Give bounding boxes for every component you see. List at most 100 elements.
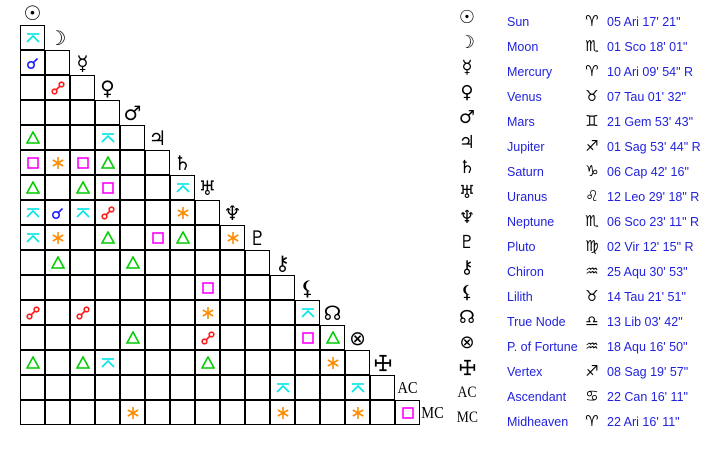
aspect-cell-lilith-pluto [245, 275, 270, 300]
aspect-cell-lilith-neptune [220, 275, 245, 300]
aspect-cell-jupiter-mercury [70, 125, 95, 150]
aspect-cell-pluto-sun [20, 225, 45, 250]
aspect-cell-chiron-uranus [195, 250, 220, 275]
aspect-cell-mars-venus [95, 100, 120, 125]
planet-row-chiron: ⚷ Chiron ♒ 25 Aqu 30' 53" [450, 255, 705, 281]
aspect-cell-pluto-mars [120, 225, 145, 250]
aspect-cell-midheaven-sun [20, 400, 45, 425]
venus-icon: ♀ [100, 75, 115, 100]
aspect-cell-vertex-lilith [295, 350, 320, 375]
zodiac-sign-icon: ♏ [585, 212, 599, 230]
aspect-cell-midheaven-p-of-fortune [345, 400, 370, 425]
planet-position: 14 Tau 21' 51" [607, 290, 686, 304]
planet-position: 18 Aqu 16' 50" [607, 340, 688, 354]
aspect-cell-saturn-mars [120, 150, 145, 175]
aspect-cell-chiron-jupiter [145, 250, 170, 275]
aspect-cell-true-node-saturn [170, 300, 195, 325]
aspect-cell-lilith-uranus [195, 275, 220, 300]
planet-name: Ascendant [507, 390, 567, 404]
aspect-cell-vertex-moon [45, 350, 70, 375]
aspect-cell-midheaven-mars [120, 400, 145, 425]
venus-icon: ♀ [460, 82, 474, 103]
aspect-cell-mercury-moon [45, 50, 70, 75]
aspect-cell-jupiter-mars [120, 125, 145, 150]
aspect-cell-chiron-mars [120, 250, 145, 275]
aspect-cell-ascendant-lilith [295, 375, 320, 400]
aspect-cell-p-of-fortune-lilith [295, 325, 320, 350]
zodiac-sign-icon: ♐ [585, 137, 599, 155]
aspect-cell-chiron-pluto [245, 250, 270, 275]
aspect-cell-midheaven-uranus [195, 400, 220, 425]
aspect-cell-vertex-saturn [170, 350, 195, 375]
mercury-icon: ☿ [76, 50, 89, 75]
planet-position: 05 Ari 17' 21" [607, 15, 681, 29]
planet-position: 12 Leo 29' 18" R [607, 190, 700, 204]
planet-row-p-of-fortune: ⊗ P. of Fortune ♒ 18 Aqu 16' 50" [450, 330, 705, 356]
zodiac-sign-icon: ♈ [585, 412, 599, 430]
aspect-cell-vertex-neptune [220, 350, 245, 375]
planet-name: P. of Fortune [507, 340, 578, 354]
aspect-cell-true-node-chiron [270, 300, 295, 325]
planet-row-jupiter: ♃ Jupiter ♐ 01 Sag 53' 44" R [450, 130, 705, 156]
aspect-cell-ascendant-true-node [320, 375, 345, 400]
aspect-cell-ascendant-mars [120, 375, 145, 400]
jupiter-icon: ♃ [148, 125, 167, 150]
aspect-cell-lilith-venus [95, 275, 120, 300]
aspect-cell-p-of-fortune-moon [45, 325, 70, 350]
planet-name: Vertex [507, 365, 543, 379]
pluto-icon: ♇ [458, 232, 476, 253]
aspect-cell-p-of-fortune-sun [20, 325, 45, 350]
aspect-cell-lilith-mercury [70, 275, 95, 300]
aspect-cell-true-node-uranus [195, 300, 220, 325]
zodiac-sign-icon: ♈ [585, 12, 599, 30]
planet-position: 07 Tau 01' 32" [607, 90, 686, 104]
aspect-cell-vertex-sun [20, 350, 45, 375]
aspect-cell-chiron-saturn [170, 250, 195, 275]
aspect-grid: ☉ ☽ ☿ ♀ ♂ ♃ ♄ ♅ ♆ ♇ ⚷ ⚸ ☊ ⊗ AC MC [20, 1, 444, 425]
planet-name: Moon [507, 40, 539, 54]
vertex-icon [370, 350, 395, 375]
aspect-cell-pluto-venus [95, 225, 120, 250]
planet-position: 21 Gem 53' 43" [607, 115, 694, 129]
aspect-cell-mars-sun [20, 100, 45, 125]
p-of-fortune-icon: ⊗ [349, 325, 366, 350]
aspect-cell-midheaven-chiron [270, 400, 295, 425]
aspect-cell-neptune-venus [95, 200, 120, 225]
aspect-cell-lilith-sun [20, 275, 45, 300]
planet-position: 01 Sag 53' 44" R [607, 140, 701, 154]
uranus-icon: ♅ [458, 182, 476, 203]
zodiac-sign-icon: ♍ [585, 237, 599, 255]
planet-row-mars: ♂ Mars ♊ 21 Gem 53' 43" [450, 105, 705, 131]
aspect-cell-pluto-mercury [70, 225, 95, 250]
aspect-cell-mercury-sun [20, 50, 45, 75]
aspect-cell-chiron-sun [20, 250, 45, 275]
aspect-cell-pluto-jupiter [145, 225, 170, 250]
aspect-cell-neptune-moon [45, 200, 70, 225]
zodiac-sign-icon: ♊ [585, 112, 599, 130]
aspect-cell-vertex-mars [120, 350, 145, 375]
aspect-cell-moon-sun [20, 25, 45, 50]
aspect-cell-neptune-sun [20, 200, 45, 225]
planet-row-true-node: ☊ True Node ♎ 13 Lib 03' 42" [450, 305, 705, 331]
planet-name: Uranus [507, 190, 548, 204]
aspect-cell-saturn-mercury [70, 150, 95, 175]
aspect-cell-uranus-venus [95, 175, 120, 200]
mercury-icon: ☿ [461, 57, 473, 78]
aspect-cell-vertex-venus [95, 350, 120, 375]
aspect-cell-vertex-mercury [70, 350, 95, 375]
aspect-cell-vertex-uranus [195, 350, 220, 375]
planet-position: 08 Sag 19' 57" [607, 365, 689, 379]
planet-row-ascendant: AC Ascendant ♋ 22 Can 16' 11" [450, 380, 705, 405]
pluto-icon: ♇ [248, 225, 267, 250]
aspect-cell-true-node-venus [95, 300, 120, 325]
lilith-icon: ⚸ [460, 282, 474, 303]
aspect-cell-chiron-moon [45, 250, 70, 275]
jupiter-icon: ♃ [458, 132, 476, 153]
neptune-icon: ♆ [458, 207, 476, 228]
planet-row-moon: ☽ Moon ♏ 01 Sco 18' 01" [450, 30, 705, 56]
true-node-icon: ☊ [459, 307, 475, 328]
sun-icon: ☉ [458, 7, 476, 28]
aspect-cell-pluto-moon [45, 225, 70, 250]
aspect-cell-ascendant-pluto [245, 375, 270, 400]
aspect-cell-midheaven-ascendant [395, 400, 420, 425]
